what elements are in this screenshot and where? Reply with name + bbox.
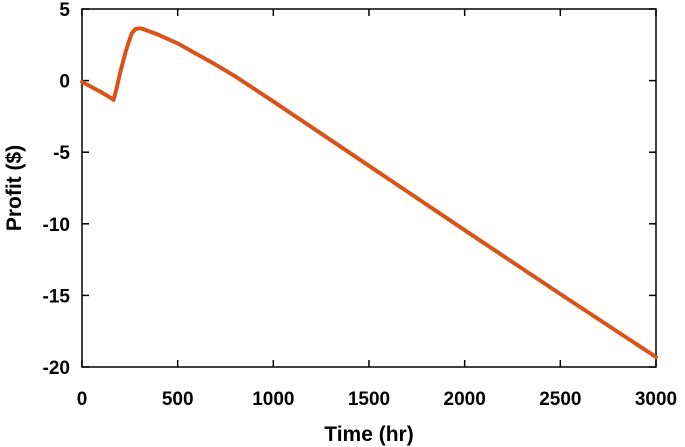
y-tick-label: -15 <box>43 286 71 307</box>
x-axis-title: Time (hr) <box>324 423 413 446</box>
plot-frame <box>81 8 657 368</box>
x-tick-label: 1000 <box>252 389 294 410</box>
y-tick-label: -5 <box>53 143 70 164</box>
y-tick-label: 0 <box>59 72 70 93</box>
y-tick-label: -20 <box>43 358 70 379</box>
y-tick-label: 5 <box>59 0 70 21</box>
y-axis-title: Profit ($) <box>3 145 26 231</box>
x-tick-label: 3000 <box>635 389 677 410</box>
series-group <box>80 26 658 359</box>
tick-labels: 0 500 1000 1500 2000 2500 3000 5 0 -5 -10 -15 -20 <box>43 0 678 410</box>
x-tick-label: 2500 <box>539 389 581 410</box>
y-tick-label: -10 <box>43 215 70 236</box>
axis-ticks <box>81 8 657 368</box>
x-tick-label: 2000 <box>444 389 486 410</box>
series-line <box>80 26 658 359</box>
x-tick-label: 1500 <box>348 389 390 410</box>
x-tick-label: 500 <box>162 389 194 410</box>
x-tick-label: 0 <box>77 389 88 410</box>
